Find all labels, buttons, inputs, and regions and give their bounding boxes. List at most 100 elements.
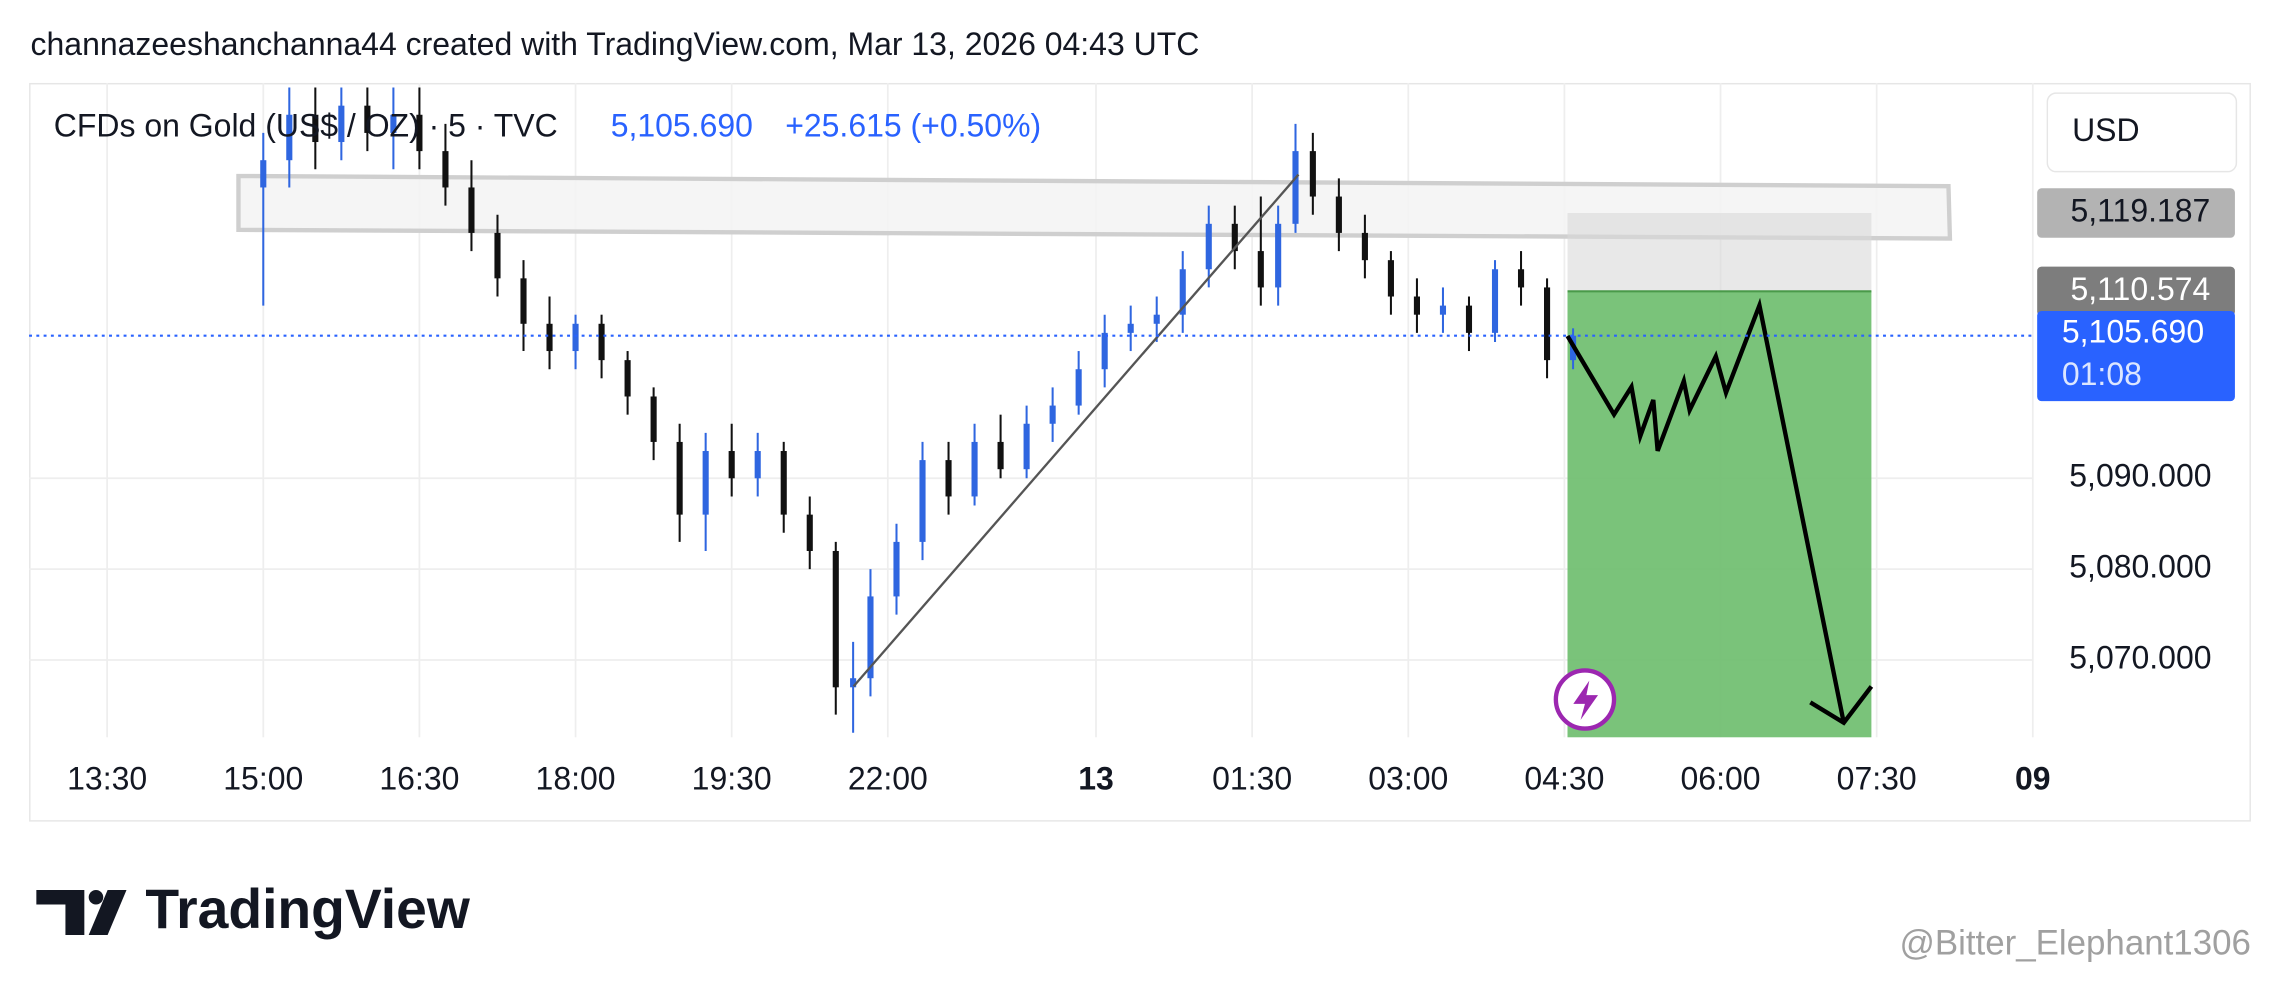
stop-zone: [1567, 213, 1872, 292]
x-tick-label: 16:30: [379, 760, 459, 796]
candle-body: [1101, 332, 1108, 370]
candle-body: [572, 323, 579, 352]
x-tick-label: 13:30: [67, 760, 147, 796]
candle-body: [624, 360, 631, 397]
x-tick-label: 07:30: [1837, 760, 1917, 796]
x-tick-label: 03:00: [1368, 760, 1448, 796]
last-price-tag: [2037, 310, 2235, 402]
candle-body: [312, 114, 319, 143]
candle-body: [286, 114, 293, 161]
y-tick-label: 5,090.000: [2069, 458, 2211, 494]
candle-body: [520, 278, 527, 324]
candle-body: [1049, 405, 1056, 424]
candle-body: [893, 541, 900, 597]
candle-body: [676, 441, 683, 515]
candle-body: [468, 187, 475, 233]
logo-icon: [36, 889, 127, 936]
axes: 13:30 15:00 16:30 18:00 19:30 22:00 13 01:30 03:…: [29, 188, 2235, 796]
x-tick-label: 06:00: [1681, 760, 1761, 796]
y-tick-label: 5,080.000: [2069, 549, 2211, 585]
candle-body: [850, 678, 857, 688]
price-tag: [2037, 266, 2235, 317]
candle-body: [338, 105, 345, 143]
candle-body: [1179, 269, 1186, 315]
position-tool: [1567, 213, 1872, 738]
candle-body: [1292, 151, 1299, 224]
y-tick-label: 5,070.000: [2069, 639, 2211, 675]
logo-text: TradingView: [145, 878, 470, 940]
arrow-head: [1809, 685, 1874, 726]
legend-change: +25.615 (+0.50%): [785, 107, 1041, 143]
x-tick-label: 04:30: [1524, 760, 1604, 796]
logo-shape: [36, 889, 85, 936]
candle-body: [997, 441, 1004, 470]
target-zone: [1567, 291, 1872, 738]
candle-body: [1153, 314, 1160, 324]
x-tick-label: 19:30: [692, 760, 772, 796]
last-price-label: 5,105.690: [2062, 314, 2204, 350]
candles: [260, 87, 1577, 733]
candle-body: [260, 160, 267, 188]
currency-button[interactable]: [2046, 92, 2238, 173]
candle-body: [1335, 196, 1342, 233]
candle-body: [1275, 223, 1282, 288]
candle-body: [780, 451, 787, 515]
candle-body: [1075, 369, 1082, 406]
candle-body: [702, 451, 709, 515]
price-tag-label: 5,119.187: [2070, 192, 2210, 228]
legend-price: 5,105.690: [611, 107, 753, 143]
candle-body: [416, 114, 423, 152]
candle-body: [832, 550, 839, 688]
candle-body: [390, 114, 397, 133]
candle-body: [1205, 223, 1212, 270]
countdown: 01:08: [2062, 356, 2142, 392]
x-tick-label: 13: [1078, 760, 1114, 796]
candle-body: [1413, 296, 1420, 315]
candle-body: [1257, 251, 1264, 288]
candle-body: [442, 151, 449, 188]
candle-body: [494, 232, 501, 279]
zone-rectangle: [236, 173, 1953, 241]
icon-bolt: [1573, 680, 1599, 720]
price-tag-label: 5,110.574: [2070, 271, 2210, 307]
watermark: @Bitter_Elephant1306: [1899, 923, 2250, 962]
candle-body: [806, 514, 813, 551]
candle-body: [867, 596, 874, 679]
symbol: CFDs on Gold (US$ / OZ) · 5 · TVC: [54, 107, 558, 143]
candle-body: [754, 451, 761, 479]
price-tag: [2037, 188, 2235, 238]
x-tick-label: 09: [2015, 760, 2051, 796]
candle-body: [1309, 151, 1316, 197]
candle-body: [598, 323, 605, 361]
candle-body: [1465, 305, 1473, 333]
lightning-icon[interactable]: [1553, 668, 1617, 731]
x-tick-label: 01:30: [1212, 760, 1292, 796]
projection-path: [1565, 297, 1846, 724]
candle-body: [1491, 269, 1499, 333]
candle-body: [1023, 423, 1030, 470]
candle-body: [650, 396, 657, 442]
currency: USD: [2072, 112, 2139, 148]
logo-shape: [88, 889, 127, 936]
logo-dot: [88, 889, 104, 905]
candle-body: [1517, 269, 1525, 288]
candle-body: [1361, 232, 1368, 261]
candle-body: [1439, 305, 1447, 315]
candle-body: [1387, 260, 1394, 297]
candle-body: [1231, 223, 1238, 252]
candle-body: [945, 460, 952, 497]
x-tick-label: 22:00: [848, 760, 928, 796]
x-tick-label: 18:00: [536, 760, 616, 796]
candle-body: [546, 323, 553, 352]
candle-body: [971, 441, 978, 497]
candle-body: [1127, 323, 1134, 333]
candle-body: [364, 105, 371, 133]
candle-body: [919, 460, 926, 542]
candle-body: [728, 451, 735, 479]
x-tick-label: 15:00: [223, 760, 303, 796]
candle-body: [1544, 287, 1551, 361]
trend-line: [852, 173, 1300, 688]
credit: channazeeshanchanna44 created with Tradi…: [31, 26, 1200, 62]
